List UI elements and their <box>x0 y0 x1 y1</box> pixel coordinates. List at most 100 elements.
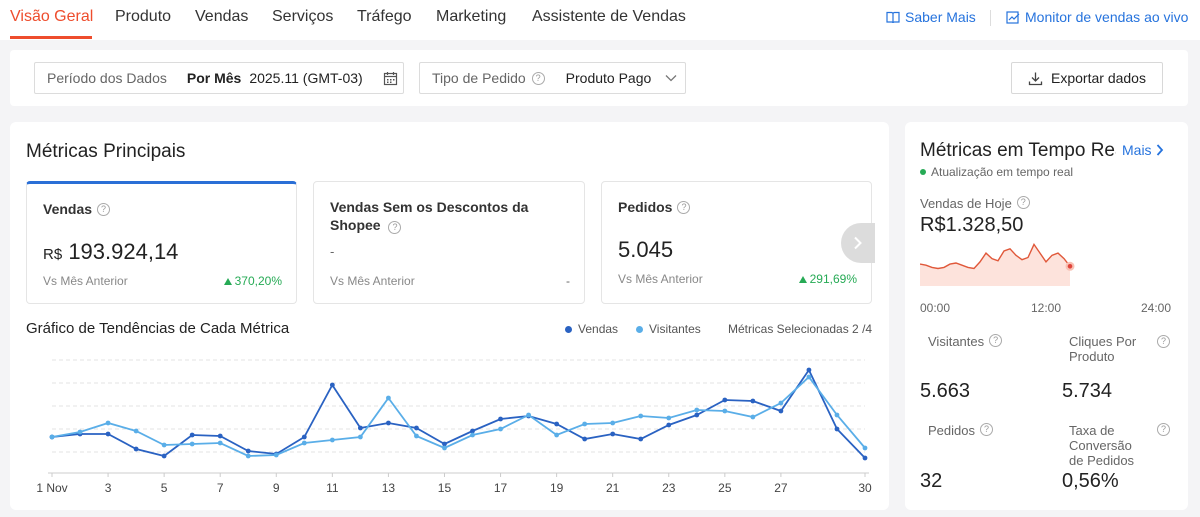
realtime-more-link[interactable]: Mais <box>1122 142 1164 158</box>
download-icon <box>1028 72 1043 85</box>
data-point <box>610 431 616 437</box>
tab-services[interactable]: Serviços <box>272 8 334 25</box>
x-tick-label: 17 <box>494 481 508 495</box>
main-metrics-title: Métricas Principais <box>26 141 186 162</box>
data-point <box>470 428 475 434</box>
more-label: Mais <box>1122 142 1152 158</box>
data-point <box>357 425 363 431</box>
metric-card-value: - <box>330 244 335 259</box>
data-point <box>133 446 139 452</box>
x-tick-label: 11 <box>326 481 339 495</box>
data-point <box>217 433 223 439</box>
period-mode: Por Mês <box>186 70 242 86</box>
x-tick-label: 23 <box>662 481 676 495</box>
sparkline-area <box>920 244 1070 286</box>
data-point <box>414 425 419 431</box>
chevron-right-icon <box>1156 144 1163 156</box>
data-point <box>834 426 840 432</box>
filter-bar: Período dos Dados Por Mês 2025.11 (GMT-0… <box>10 50 1188 106</box>
data-point <box>694 412 700 418</box>
tab-sales-assistant[interactable]: Assistente de Vendas <box>532 8 686 25</box>
metric-change-value: - <box>566 274 570 288</box>
metric-card-title: Pedidos ? <box>618 198 691 216</box>
axis-label: 12:00 <box>1031 301 1062 315</box>
data-point <box>77 429 83 435</box>
metric-card-sales-without-discounts[interactable]: Vendas Sem os Descontos da Shopee ? - Vs… <box>313 181 585 304</box>
data-point <box>806 367 812 373</box>
x-tick-label: 19 <box>550 481 564 495</box>
learn-more-link[interactable]: Saber Mais <box>886 9 976 25</box>
metric-label-text: Pedidos <box>928 423 975 438</box>
metric-value-number: 193.924,14 <box>68 239 179 264</box>
legend-label: Vendas <box>578 322 619 336</box>
learn-more-label: Saber Mais <box>905 9 976 25</box>
metric-compare-label: Vs Mês Anterior <box>618 272 703 286</box>
data-point <box>778 408 784 414</box>
currency-symbol: R$ <box>43 246 63 263</box>
x-tick-label: 30 <box>858 481 872 495</box>
help-icon: ? <box>979 423 993 436</box>
tab-traffic[interactable]: Tráfego <box>357 8 412 25</box>
data-point <box>245 453 251 459</box>
metric-card-sales[interactable]: Vendas ? R$ 193.924,14 Vs Mês Anterior 3… <box>26 181 297 304</box>
data-point <box>666 422 672 428</box>
tab-marketing[interactable]: Marketing <box>436 8 507 25</box>
realtime-title-text: Métricas em Tempo Real <box>920 140 1116 161</box>
data-point <box>582 421 588 427</box>
data-point <box>273 452 279 458</box>
data-point <box>722 397 728 403</box>
metric-card-title: Vendas Sem os Descontos da Shopee ? <box>330 198 550 234</box>
data-point <box>189 432 195 438</box>
data-point <box>722 408 728 414</box>
metric-label-text: Visitantes <box>928 334 985 349</box>
data-point <box>105 420 111 426</box>
data-point <box>442 445 447 451</box>
data-point <box>610 420 616 426</box>
next-cards-button[interactable] <box>841 223 875 263</box>
realtime-update-status: Atualização em tempo real <box>920 165 1073 179</box>
x-tick-label: 7 <box>217 481 224 495</box>
selected-metrics-count: Métricas Selecionadas 2 /4 <box>728 322 873 336</box>
legend-dot <box>565 325 572 333</box>
orders-value: 32 <box>920 470 943 492</box>
visitors-value: 5.663 <box>920 380 971 402</box>
x-tick-label: 15 <box>438 481 452 495</box>
metric-card-value: R$ 193.924,14 <box>43 239 178 265</box>
help-icon: ? <box>388 221 402 234</box>
period-selector[interactable]: Período dos Dados Por Mês 2025.11 (GMT-0… <box>34 62 404 94</box>
main-metrics-panel: Métricas Principais Vendas ? R$ 193.924,… <box>10 122 889 510</box>
period-value: 2025.11 (GMT-03) <box>249 70 363 86</box>
tab-overview[interactable]: Visão Geral <box>10 8 94 25</box>
tab-product[interactable]: Produto <box>115 8 172 25</box>
period-label: Período dos Dados <box>47 70 167 86</box>
active-tab-indicator <box>10 36 92 39</box>
data-point <box>105 431 111 437</box>
data-point <box>357 434 363 440</box>
data-point <box>694 407 700 413</box>
triangle-up-icon <box>223 277 232 285</box>
live-monitor-label: Monitor de vendas ao vivo <box>1025 9 1189 25</box>
data-point <box>750 398 756 404</box>
data-point <box>834 412 840 418</box>
tab-sales[interactable]: Vendas <box>195 8 249 25</box>
order-type-selector[interactable]: Tipo de Pedido ? Produto Pago <box>419 62 686 94</box>
data-point <box>189 441 195 447</box>
data-point <box>862 455 868 461</box>
x-tick-label: 13 <box>382 481 396 495</box>
live-monitor-link[interactable]: Monitor de vendas ao vivo <box>1006 9 1188 25</box>
axis-label: 24:00 <box>1141 301 1172 315</box>
x-tick-label: 5 <box>161 481 168 495</box>
legend-item-visitors[interactable]: Visitantes <box>636 322 701 336</box>
legend-item-sales[interactable]: Vendas <box>565 322 618 336</box>
metric-card-title-text: Pedidos <box>618 199 673 215</box>
data-point <box>582 436 588 442</box>
chevron-down-icon <box>665 75 677 82</box>
data-point <box>498 416 503 422</box>
metric-card-orders[interactable]: Pedidos ? 5.045 Vs Mês Anterior 291,69% <box>601 181 872 304</box>
data-point <box>386 395 391 401</box>
metric-card-title-text: Vendas <box>43 201 93 217</box>
help-icon: ? <box>97 202 111 216</box>
live-dot-icon <box>920 169 926 175</box>
export-data-button[interactable]: Exportar dados <box>1011 62 1163 94</box>
conversion-rate-label: Taxa de Conversão de Pedidos <box>1069 423 1135 467</box>
